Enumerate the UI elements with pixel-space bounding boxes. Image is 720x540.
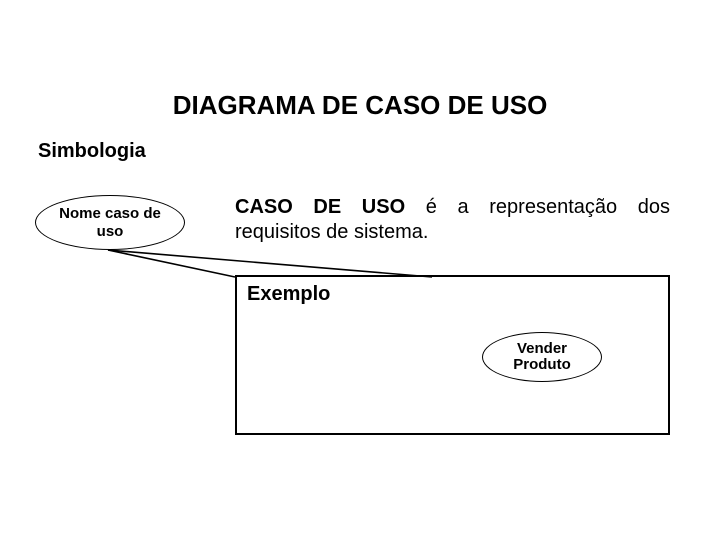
example-box: Exemplo VenderProduto (235, 275, 670, 435)
example-title: Exemplo (247, 283, 330, 306)
section-subtitle: Simbologia (38, 140, 146, 163)
definition-text: CASO DE USO é a representação dos requis… (235, 195, 670, 245)
usecase-symbol-ellipse: Nome caso deuso (35, 195, 185, 250)
page-title: DIAGRAMA DE CASO DE USO (0, 90, 720, 121)
example-usecase-ellipse: VenderProduto (482, 332, 602, 382)
usecase-symbol-label: Nome caso deuso (59, 205, 161, 240)
connector-lines (0, 0, 720, 540)
slide: DIAGRAMA DE CASO DE USO Simbologia Nome … (0, 0, 720, 540)
example-usecase-label: VenderProduto (513, 341, 571, 374)
definition-strong: CASO DE USO (235, 196, 405, 218)
